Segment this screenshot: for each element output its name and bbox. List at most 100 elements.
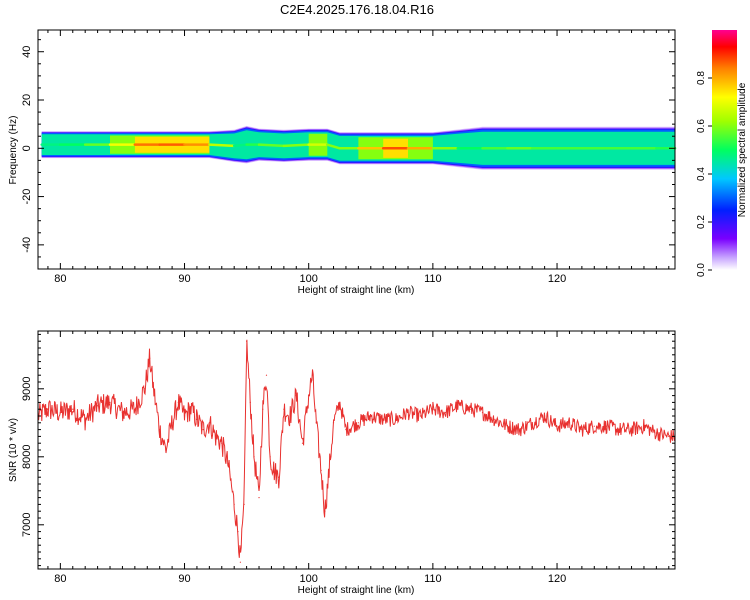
snr-y-axis-label: SNR (10 * v/v) <box>8 418 19 482</box>
snr-data-point <box>97 405 99 407</box>
y-tick-label: -20 <box>21 189 33 205</box>
x-tick-label: 90 <box>178 273 190 285</box>
x-tick-label: 100 <box>300 573 318 585</box>
snr-data-point <box>643 425 645 427</box>
snr-data-point <box>332 422 335 424</box>
spectrogram-marks <box>40 125 677 170</box>
chart-title: C2E4.2025.176.18.04.R16 <box>280 2 434 17</box>
snr-data-point <box>469 408 471 410</box>
spectrogram-x-axis-label: Height of straight line (km) <box>298 285 415 296</box>
snr-data-point <box>59 412 61 414</box>
x-tick-label: 100 <box>300 273 318 285</box>
colorbar-label: Normalized spectral amplitude <box>737 82 748 217</box>
snr-data-point <box>345 429 347 431</box>
snr-series-line <box>37 339 676 558</box>
snr-data-point <box>202 429 204 431</box>
colorbar-tick-label: 0.4 <box>696 167 707 181</box>
snr-data-point <box>269 456 271 458</box>
snr-data-point <box>630 429 633 431</box>
colorbar: 0.0 0.2 0.4 0.6 0.8 Normalized spectral ampl… <box>696 30 748 277</box>
snr-data-point <box>357 422 359 424</box>
snr-data-point <box>668 435 670 437</box>
y-tick-label: 40 <box>21 46 33 58</box>
snr-data-point <box>253 456 255 458</box>
snr-data-point <box>283 408 285 410</box>
snr-data-point <box>295 395 297 397</box>
snr-data-point <box>311 374 314 376</box>
snr-data-point <box>444 412 446 414</box>
snr-data-point <box>171 422 173 424</box>
snr-x-axis-label: Height of straight line (km) <box>298 585 415 596</box>
snr-marks <box>37 339 676 563</box>
snr-data-point <box>432 408 434 410</box>
spectrogram-ridge-segment <box>282 143 310 148</box>
snr-data-point <box>606 425 608 427</box>
snr-data-point <box>395 418 397 420</box>
colorbar-gradient <box>712 30 737 270</box>
snr-data-point <box>144 388 146 390</box>
snr-data-point <box>227 463 229 465</box>
snr-data-point <box>339 401 341 403</box>
x-tick-label: 80 <box>54 273 66 285</box>
snr-data-point <box>273 469 275 471</box>
snr-data-point <box>177 401 179 403</box>
snr-data-point <box>84 418 86 420</box>
colorbar-tick-label: 0.0 <box>696 263 707 277</box>
y-tick-label: 20 <box>21 94 33 106</box>
snr-data-point <box>370 415 372 417</box>
snr-data-point <box>301 442 304 444</box>
y-tick-label: 9000 <box>21 377 33 401</box>
x-tick-label: 120 <box>548 573 566 585</box>
snr-frame <box>37 330 676 570</box>
snr-data-point <box>134 408 136 410</box>
snr-data-point <box>233 503 235 505</box>
snr-data-point <box>407 412 409 414</box>
snr-data-point <box>419 415 422 417</box>
colorbar-tick-label: 0.6 <box>696 119 707 133</box>
snr-data-point <box>315 422 317 424</box>
spectrogram-ridge-segment <box>326 143 341 150</box>
spectrogram-ridge-segment <box>208 143 236 148</box>
snr-data-point <box>289 415 291 417</box>
snr-data-point <box>190 408 192 410</box>
snr-data-point <box>556 425 558 427</box>
y-tick-label: 0 <box>21 145 33 151</box>
x-tick-label: 110 <box>424 573 442 585</box>
snr-data-point <box>221 442 223 444</box>
y-tick-label: -40 <box>21 237 33 253</box>
snr-data-point <box>72 408 74 410</box>
snr-data-point <box>159 429 161 431</box>
snr-data-point <box>568 422 571 424</box>
snr-data-point <box>196 418 198 420</box>
snr-data-point <box>457 405 459 407</box>
snr-data-point <box>618 429 620 431</box>
snr-data-point <box>183 415 186 417</box>
snr-x-ticks: 80 90 100 110 120 <box>47 331 670 585</box>
snr-data-point <box>121 412 124 414</box>
snr-data-point <box>324 510 326 512</box>
snr-data-point <box>327 476 330 478</box>
snr-data-point <box>278 476 280 478</box>
snr-data-point <box>265 374 268 376</box>
x-tick-label: 80 <box>54 573 66 585</box>
snr-data-point <box>481 412 484 414</box>
snr-data-point <box>531 422 533 424</box>
snr-data-point <box>239 561 241 563</box>
snr-panel: 80 90 100 110 120 7000 8000 9000 Height of str… <box>8 330 676 596</box>
spectrogram-ridge-segment <box>257 143 286 148</box>
snr-data-point <box>109 401 111 403</box>
snr-data-point <box>165 449 167 451</box>
snr-data-point <box>208 422 210 424</box>
x-tick-label: 120 <box>548 273 566 285</box>
snr-data-point <box>249 401 251 403</box>
snr-data-point <box>262 408 264 410</box>
snr-data-point <box>655 432 657 434</box>
spectrogram-frame <box>37 29 676 270</box>
snr-data-point <box>149 357 151 359</box>
snr-data-point <box>320 469 322 471</box>
snr-data-point <box>243 503 245 505</box>
snr-data-point <box>258 497 260 499</box>
spectrogram-panel: 80 90 100 110 120 -40 -20 0 20 40 Height of stra… <box>8 29 677 296</box>
spectrogram-ridge-segment <box>232 143 248 148</box>
